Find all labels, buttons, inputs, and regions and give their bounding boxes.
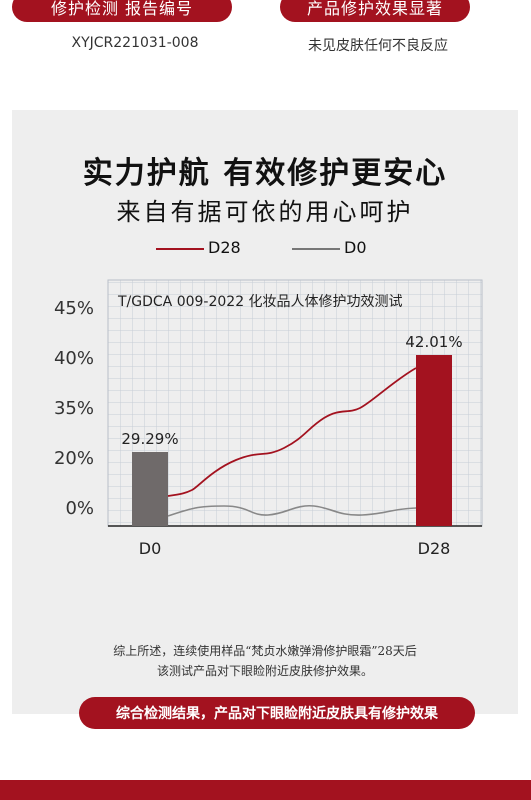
legend-d0-label: D0 (344, 238, 367, 257)
y-tick-label: 40% (54, 348, 94, 369)
conclusion-line-2: 该测试产品对下眼睑附近皮肤修护效果。 (156, 664, 373, 678)
footer-bar (0, 780, 531, 800)
report-number-pill-label: 修护检测 报告编号 (50, 0, 194, 18)
conclusion-line-1: 综上所述，连续使用样品“梵贞水嫩弹滑修护眼霜”28天后 (113, 644, 417, 658)
subheadline: 来自有据可依的用心呵护 (116, 198, 414, 226)
effect-pill: 产品修护效果显著 (280, 0, 470, 22)
series-d0-curve (167, 504, 417, 517)
x-tick-label: D28 (418, 539, 451, 558)
y-tick-label: 20% (54, 448, 94, 469)
bar-value-label: 42.01% (405, 333, 462, 351)
efficacy-chart: 0% 20% 35% 40% 45% 29.29% D0 42.01% D28 T/GDCA … (54, 279, 483, 558)
result-summary-banner: 综合检测结果，产品对下眼睑附近皮肤具有修护效果 (79, 697, 475, 729)
legend-d28-line (156, 248, 204, 250)
legend-d28-label: D28 (208, 238, 241, 257)
legend-d0-line (292, 248, 340, 250)
y-tick-label: 35% (54, 398, 94, 419)
bar-d28 (416, 355, 452, 526)
report-number-pill: 修护检测 报告编号 (12, 0, 232, 22)
bar-value-label: 29.29% (121, 430, 178, 448)
chart-caption: T/GDCA 009-2022 化妆品人体修护功效测试 (117, 294, 403, 310)
test-panel: 实力护航 有效修护更安心 来自有据可依的用心呵护 D28 D0 0% 20% 35%… (12, 110, 518, 729)
x-tick-label: D0 (139, 539, 162, 558)
y-tick-label: 0% (65, 498, 94, 519)
result-summary-text: 综合检测结果，产品对下眼睑附近皮肤具有修护效果 (116, 706, 438, 722)
series-d28-curve (167, 367, 417, 497)
y-tick-label: 45% (54, 298, 94, 319)
effect-pill-label: 产品修护效果显著 (306, 0, 443, 18)
result-text: 未见皮肤任何不良反应 (308, 38, 448, 54)
headline: 实力护航 有效修护更安心 (82, 156, 448, 191)
report-number: XYJCR221031-008 (71, 35, 199, 51)
bar-d0 (132, 452, 168, 526)
